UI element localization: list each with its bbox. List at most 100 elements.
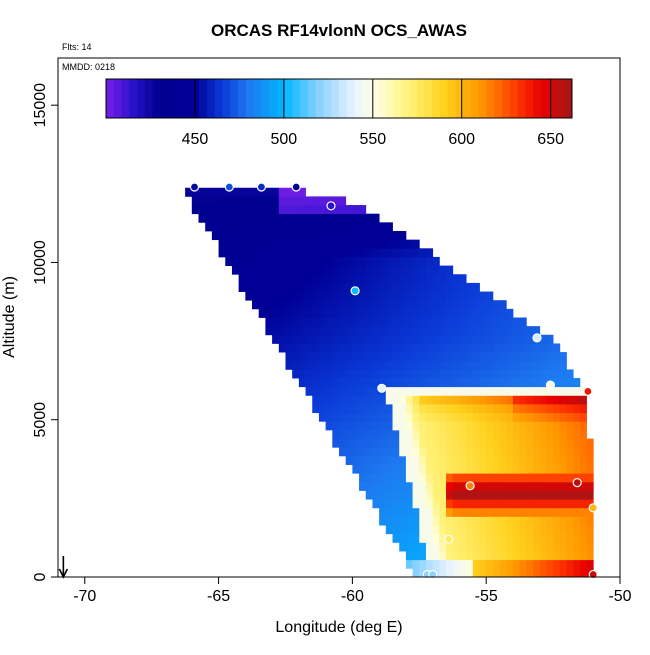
heatmap-cell <box>472 308 480 318</box>
heatmap-cell <box>405 490 413 500</box>
heatmap-cell <box>419 308 427 318</box>
heatmap-cell <box>486 421 494 431</box>
heatmap-cell <box>459 308 467 318</box>
heatmap-cell <box>472 559 480 569</box>
heatmap-cell <box>325 404 333 414</box>
heatmap-cell <box>419 507 427 517</box>
colorbar-segment <box>463 79 472 118</box>
heatmap-cell <box>432 481 440 491</box>
heatmap-cell <box>425 473 434 483</box>
heatmap-cell <box>298 282 306 292</box>
heatmap-cell <box>499 421 507 431</box>
heatmap-cell <box>392 429 400 439</box>
heatmap-cell <box>439 265 447 275</box>
heatmap-cell <box>252 231 260 241</box>
heatmap-cell <box>412 559 420 569</box>
heatmap-cell <box>365 343 373 353</box>
heatmap-cell <box>231 265 240 275</box>
heatmap-cell <box>305 326 313 336</box>
heatmap-cell <box>372 499 380 509</box>
heatmap-cell <box>466 360 474 370</box>
heatmap-cell <box>405 326 413 336</box>
heatmap-cell <box>399 455 407 465</box>
heatmap-cell <box>372 308 380 318</box>
heatmap-cell <box>553 464 561 474</box>
heatmap-cell <box>285 360 293 370</box>
heatmap-cell <box>339 205 347 215</box>
heatmap-cell <box>419 481 427 491</box>
heatmap-cell <box>526 421 534 431</box>
heatmap-cell <box>512 429 521 439</box>
heatmap-cell <box>446 395 454 405</box>
colorbar-segment <box>253 79 262 118</box>
heatmap-cell <box>392 516 400 526</box>
heatmap-cell <box>479 326 487 336</box>
heatmap-cell <box>399 507 407 517</box>
heatmap-cell <box>318 239 327 249</box>
heatmap-cell <box>452 525 460 535</box>
heatmap-cell <box>459 300 467 310</box>
heatmap-cell <box>519 429 527 439</box>
heatmap-cell <box>533 421 541 431</box>
heatmap-cell <box>292 248 300 258</box>
heatmap-cell <box>519 464 527 474</box>
heatmap-cell <box>506 499 514 509</box>
heatmap-cell <box>479 404 487 414</box>
heatmap-cell <box>392 248 400 258</box>
heatmap-cell <box>272 274 280 284</box>
heatmap-cell <box>519 559 527 569</box>
heatmap-cell <box>579 499 587 509</box>
heatmap-cell <box>419 248 427 258</box>
heatmap-cell <box>412 300 420 310</box>
heatmap-cell <box>439 568 447 578</box>
heatmap-cell <box>392 481 400 491</box>
heatmap-cell <box>452 542 460 552</box>
heatmap-cell <box>553 507 561 517</box>
heatmap-cell <box>372 369 380 379</box>
heatmap-cell <box>446 429 454 439</box>
heatmap-cell <box>419 421 427 431</box>
heatmap-cell <box>318 308 327 318</box>
colorbar-segment <box>548 79 557 118</box>
heatmap-cell <box>252 205 260 215</box>
heatmap-cell <box>425 369 434 379</box>
heatmap-cell <box>566 525 574 535</box>
heatmap-cell <box>486 473 494 483</box>
heatmap-cell <box>379 507 387 517</box>
heatmap-cell <box>512 551 521 561</box>
heatmap-cell <box>553 378 561 388</box>
heatmap-cell <box>439 516 447 526</box>
heatmap-cell <box>459 455 467 465</box>
heatmap-cell <box>546 507 554 517</box>
heatmap-cell <box>479 429 487 439</box>
heatmap-cell <box>479 499 487 509</box>
heatmap-cell <box>479 300 487 310</box>
heatmap-cell <box>533 326 541 336</box>
heatmap-cell <box>392 274 400 284</box>
heatmap-cell <box>446 551 454 561</box>
heatmap-cell <box>385 386 393 396</box>
heatmap-cell <box>245 231 253 241</box>
heatmap-cell <box>345 326 353 336</box>
heatmap-cell <box>339 386 347 396</box>
heatmap-cell <box>365 248 373 258</box>
heatmap-cell <box>332 205 340 215</box>
heatmap-cell <box>272 213 280 223</box>
heatmap-cell <box>272 231 280 241</box>
heatmap-cell <box>506 490 514 500</box>
heatmap-cell <box>492 317 500 327</box>
heatmap-cell <box>452 490 460 500</box>
heatmap-cell <box>446 542 454 552</box>
heatmap-cell <box>359 239 367 249</box>
colorbar-tick-label: 600 <box>448 131 475 148</box>
heatmap-cell <box>365 360 373 370</box>
heatmap-cell <box>318 326 327 336</box>
heatmap-cell <box>446 516 454 526</box>
heatmap-cell <box>392 282 400 292</box>
heatmap-cell <box>573 568 581 578</box>
heatmap-cell <box>318 386 327 396</box>
heatmap-cell <box>412 421 420 431</box>
heatmap-cell <box>573 421 581 431</box>
heatmap-cell <box>419 516 427 526</box>
heatmap-cell <box>339 352 347 362</box>
